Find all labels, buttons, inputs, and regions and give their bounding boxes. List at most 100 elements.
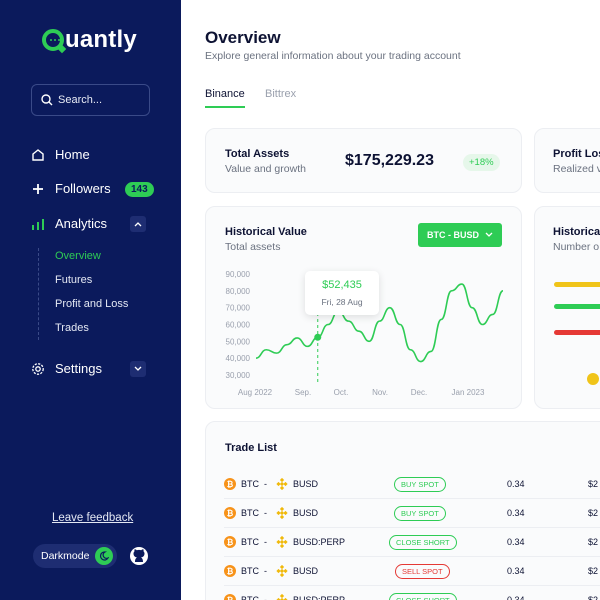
historical-value-chart: 90,000 80,000 70,000 60,000 50,000 40,000 30,0…: [226, 270, 504, 397]
trade-base-symbol: BTC: [241, 595, 259, 600]
submenu-profit-and-loss[interactable]: Profit and Loss: [55, 298, 129, 310]
pair-select-button[interactable]: BTC - BUSD: [418, 223, 502, 247]
darkmode-toggle[interactable]: Darkmode: [33, 544, 117, 568]
x-tick-label: Jan 2023: [452, 388, 485, 397]
profit-loss-subtitle: Realized v: [553, 163, 600, 175]
tab-binance[interactable]: Binance: [205, 88, 245, 100]
trade-base-symbol: BTC: [241, 537, 259, 547]
page-title: Overview: [205, 28, 281, 47]
profit-loss-title: Profit Loss: [553, 148, 600, 160]
historical-secondary-card: Historical Number o: [534, 206, 600, 409]
busd-coin-icon: [276, 536, 288, 548]
pair-separator: -: [264, 508, 267, 518]
y-tick-label: 40,000: [226, 354, 251, 363]
trade-row[interactable]: ₿ BTC - BUSD BUY SPOT 0.34 $2: [224, 500, 600, 528]
submenu-futures[interactable]: Futures: [55, 274, 93, 286]
search-icon: [41, 94, 53, 106]
progress-bar-yellow: [554, 282, 600, 287]
nav-home-label: Home: [55, 147, 90, 162]
trade-price: $2: [588, 508, 599, 518]
home-icon: [31, 148, 45, 162]
x-tick-label: Nov.: [372, 388, 388, 397]
total-assets-value: $175,229.23: [345, 152, 434, 169]
y-tick-label: 50,000: [226, 337, 251, 346]
logo-q-icon: [42, 29, 64, 51]
app-logo[interactable]: uantly: [42, 26, 137, 54]
chevron-up-icon: [134, 222, 142, 227]
x-tick-label: Aug 2022: [238, 388, 273, 397]
tab-bittrex[interactable]: Bittrex: [265, 88, 297, 100]
trade-quote-symbol: BUSD: [293, 508, 319, 518]
nav-analytics-label: Analytics: [55, 216, 108, 231]
leave-feedback-link[interactable]: Leave feedback: [52, 512, 134, 524]
pair-select-label: BTC - BUSD: [427, 230, 479, 240]
github-icon[interactable]: [129, 546, 149, 571]
trade-amount: 0.34: [507, 508, 525, 518]
analytics-collapse-button[interactable]: [130, 216, 146, 232]
trade-amount: 0.34: [507, 595, 525, 600]
pair-separator: -: [264, 479, 267, 489]
nav-analytics[interactable]: Analytics: [31, 216, 107, 231]
trade-amount: 0.34: [507, 566, 525, 576]
progress-bar-red: [554, 330, 600, 335]
x-tick-label: Sep.: [295, 388, 311, 397]
y-tick-label: 30,000: [226, 371, 251, 380]
trade-type-badge: SELL SPOT: [395, 564, 450, 579]
busd-coin-icon: [276, 565, 288, 577]
highlight-point[interactable]: [314, 333, 322, 341]
darkmode-label: Darkmode: [41, 550, 90, 562]
historical-value-subtitle: Total assets: [225, 241, 281, 253]
plus-icon: [31, 182, 45, 196]
x-tick-label: Dec.: [411, 388, 427, 397]
bar-chart-icon: [31, 217, 45, 231]
search-box[interactable]: [31, 84, 150, 116]
tooltip-date: Fri, 28 Aug: [321, 297, 363, 307]
busd-coin-icon: [276, 478, 288, 490]
btc-coin-icon: ₿: [224, 536, 236, 548]
btc-coin-icon: ₿: [224, 594, 236, 600]
nav-followers[interactable]: Followers: [31, 181, 111, 196]
trade-row[interactable]: ₿ BTC - BUSD BUY SPOT 0.34 $2: [224, 471, 600, 499]
trade-row[interactable]: ₿ BTC- BUSD:PERP CLOSE SHORT 0.34 $2: [224, 587, 600, 600]
settings-expand-button[interactable]: [130, 361, 146, 377]
trade-row[interactable]: ₿ BTC - BUSD SELL SPOT 0.34 $2: [224, 558, 600, 586]
trade-quote-symbol: BUSD:PERP: [293, 595, 346, 600]
chevron-down-icon: [134, 366, 142, 371]
trade-price: $2: [588, 537, 599, 547]
followers-count-badge: 143: [125, 182, 154, 197]
trade-list-card: Trade List ₿ BTC - BUSD BUY SPOT 0.34 $2 ₿ BTC - B…: [205, 421, 600, 600]
y-tick-label: 70,000: [226, 304, 251, 313]
trade-base-symbol: BTC: [241, 566, 259, 576]
main-content: Overview Explore general information abo…: [181, 0, 600, 600]
search-input[interactable]: [58, 94, 148, 106]
historical-value-line: [255, 283, 504, 363]
y-tick-label: 80,000: [226, 287, 251, 296]
trade-amount: 0.34: [507, 537, 525, 547]
historical-value-title: Historical Value: [225, 226, 307, 238]
legend-dot-yellow: [587, 373, 599, 385]
trade-base-symbol: BTC: [241, 508, 259, 518]
progress-bar-green: [554, 304, 600, 309]
busd-coin-icon: [276, 594, 288, 600]
total-assets-subtitle: Value and growth: [225, 163, 306, 175]
gear-icon: [31, 362, 45, 376]
trade-list-title: Trade List: [225, 442, 277, 454]
y-tick-label: 90,000: [226, 270, 251, 279]
busd-coin-icon: [276, 507, 288, 519]
trade-row[interactable]: ₿ BTC- BUSD:PERP CLOSE SHORT 0.34 $2: [224, 529, 600, 557]
btc-coin-icon: ₿: [224, 565, 236, 577]
trade-type-badge: BUY SPOT: [394, 477, 446, 492]
nav-home[interactable]: Home: [31, 147, 90, 162]
app-name: uantly: [65, 26, 137, 53]
total-assets-title: Total Assets: [225, 148, 290, 160]
submenu-overview[interactable]: Overview: [55, 250, 101, 262]
trade-type-badge: CLOSE SHORT: [389, 593, 457, 600]
btc-coin-icon: ₿: [224, 507, 236, 519]
nav-settings[interactable]: Settings: [31, 361, 102, 376]
pair-separator: -: [264, 537, 267, 547]
pair-separator: -: [264, 595, 267, 600]
submenu-trades[interactable]: Trades: [55, 322, 89, 334]
trade-quote-symbol: BUSD: [293, 566, 319, 576]
trade-type-badge: BUY SPOT: [394, 506, 446, 521]
analytics-submenu: Overview Futures Profit and Loss Trades: [38, 248, 128, 340]
